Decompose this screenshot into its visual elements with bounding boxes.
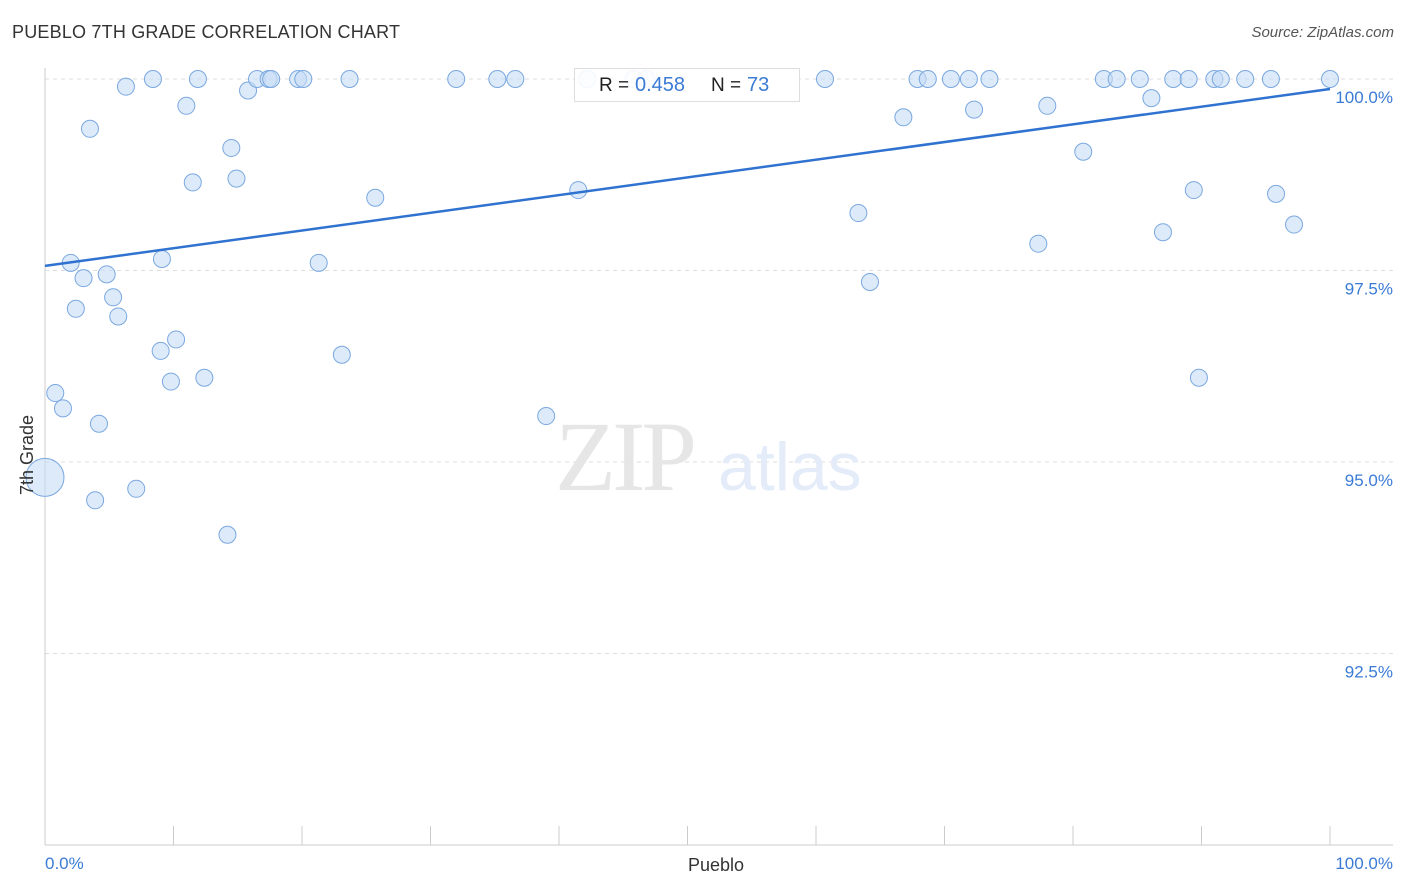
axis-labels: 92.5% 95.0% 97.5% 100.0% 0.0% 100.0% Pueblo 7th… bbox=[17, 88, 1393, 875]
data-point bbox=[918, 70, 937, 88]
data-point bbox=[127, 479, 146, 498]
n-label: N = bbox=[711, 75, 742, 96]
x-tick-label: 0.0% bbox=[45, 854, 84, 873]
data-point bbox=[860, 272, 879, 291]
data-point bbox=[195, 368, 214, 387]
data-point bbox=[89, 414, 108, 433]
data-point bbox=[941, 70, 960, 88]
data-point bbox=[1267, 184, 1286, 203]
axes bbox=[44, 68, 1393, 846]
data-point bbox=[86, 491, 105, 510]
data-point bbox=[1038, 96, 1057, 115]
data-point bbox=[218, 525, 237, 544]
data-point bbox=[25, 457, 65, 497]
data-point bbox=[1261, 70, 1280, 88]
data-point bbox=[262, 70, 281, 88]
stats-box: R = 0.458 N = 73 bbox=[574, 68, 800, 102]
data-point bbox=[74, 269, 93, 288]
data-point bbox=[447, 70, 466, 88]
data-point bbox=[143, 70, 162, 88]
data-point bbox=[569, 181, 588, 200]
data-point bbox=[332, 345, 351, 364]
watermark-zip: ZIP bbox=[555, 401, 693, 512]
data-point bbox=[1074, 142, 1093, 161]
r-value: 0.458 bbox=[635, 74, 686, 96]
data-point bbox=[152, 250, 171, 269]
y-axis-label: 7th Grade bbox=[17, 415, 37, 495]
data-point bbox=[1321, 70, 1339, 88]
data-point bbox=[366, 188, 385, 207]
data-point bbox=[965, 100, 984, 119]
watermark-atlas: atlas bbox=[718, 429, 862, 505]
y-tick-label: 92.5% bbox=[1345, 663, 1393, 682]
chart-title: PUEBLO 7TH GRADE CORRELATION CHART bbox=[12, 22, 401, 42]
data-point bbox=[161, 372, 180, 391]
data-point bbox=[1285, 215, 1304, 234]
data-point bbox=[506, 70, 525, 88]
x-tick-label: 100.0% bbox=[1335, 854, 1393, 873]
data-point bbox=[80, 119, 99, 138]
x-axis-label: Pueblo bbox=[688, 855, 744, 875]
data-point bbox=[1179, 70, 1198, 88]
data-point bbox=[309, 253, 328, 272]
data-point bbox=[104, 288, 123, 307]
data-point bbox=[488, 70, 507, 88]
data-point bbox=[1130, 70, 1149, 88]
trend-line bbox=[44, 87, 1331, 268]
data-point bbox=[849, 204, 868, 223]
data-point bbox=[116, 77, 135, 96]
data-point bbox=[1189, 368, 1208, 387]
data-point bbox=[815, 70, 834, 88]
source-label: Source: ZipAtlas.com bbox=[1251, 24, 1394, 41]
data-point bbox=[222, 138, 241, 157]
y-tick-label: 95.0% bbox=[1345, 471, 1393, 490]
data-point bbox=[894, 108, 913, 127]
data-point bbox=[1211, 70, 1230, 88]
data-point bbox=[1107, 70, 1126, 88]
data-point bbox=[1142, 89, 1161, 108]
data-point bbox=[340, 70, 359, 88]
data-point bbox=[1153, 223, 1172, 242]
watermark: ZIP atlas bbox=[555, 401, 862, 512]
data-point bbox=[53, 399, 72, 418]
data-point bbox=[177, 96, 196, 115]
data-point bbox=[167, 330, 186, 349]
data-point bbox=[959, 70, 978, 88]
data-point bbox=[537, 407, 556, 426]
grid-lines bbox=[45, 78, 1393, 654]
trend-layer bbox=[44, 87, 1331, 268]
data-point bbox=[1236, 70, 1255, 88]
data-point bbox=[66, 299, 85, 318]
data-point bbox=[980, 70, 999, 88]
y-tick-label: 97.5% bbox=[1345, 280, 1393, 299]
data-point bbox=[183, 173, 202, 192]
data-point bbox=[46, 384, 65, 403]
y-tick-label: 100.0% bbox=[1335, 88, 1393, 107]
data-point bbox=[97, 265, 116, 284]
data-point bbox=[109, 307, 128, 326]
data-point bbox=[188, 70, 207, 88]
r-label: R = bbox=[599, 75, 630, 96]
data-point bbox=[227, 169, 246, 188]
data-point bbox=[1029, 234, 1048, 253]
data-point bbox=[1184, 181, 1203, 200]
data-point bbox=[1164, 70, 1183, 88]
n-value: 73 bbox=[747, 74, 770, 96]
data-point bbox=[151, 341, 170, 360]
data-point bbox=[294, 70, 313, 88]
